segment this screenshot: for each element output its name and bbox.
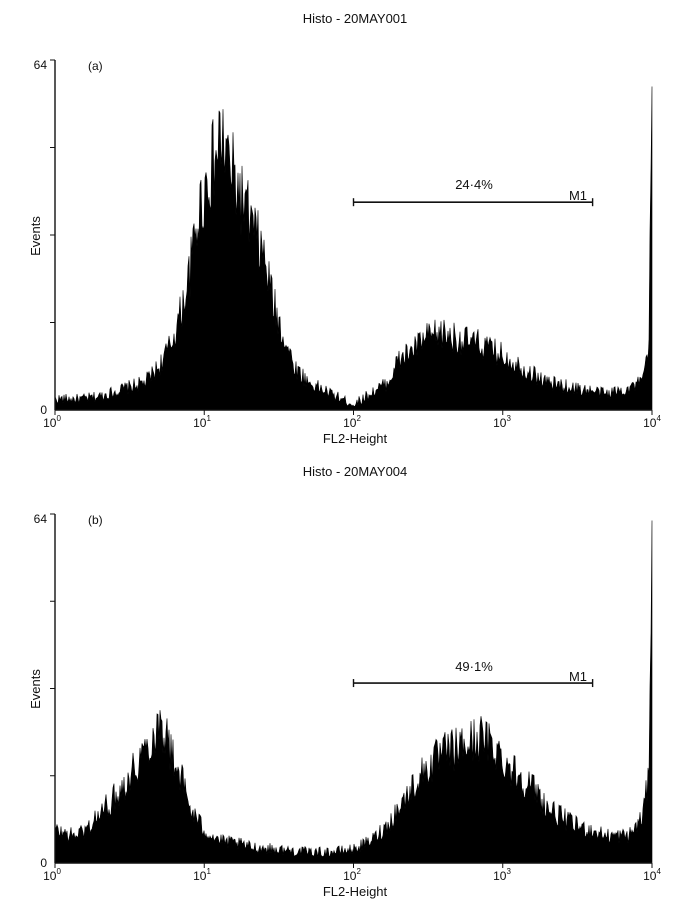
y-tick-label-bottom-a: 0: [40, 403, 47, 417]
histogram-area-b: [54, 520, 653, 864]
y-tick-label-bottom-b: 0: [40, 856, 47, 870]
chart-marks: [50, 59, 653, 868]
y-axis-label-a: Events: [28, 216, 43, 256]
x-ticks-a: 100 101 102 103 104: [43, 414, 661, 430]
y-tick-label-top-b: 64: [34, 512, 48, 526]
marker-percent-a: 24·4%: [455, 177, 493, 192]
x-tick-label-a-4: 104: [643, 414, 661, 430]
x-tick-label-b-1: 101: [193, 867, 211, 883]
chart-title-a: Histo - 20MAY001: [303, 11, 408, 26]
x-tick-label-a-0: 100: [43, 414, 61, 430]
panel-a: Histo - 20MAY001 (a) 64 0 Events FL2-Hei…: [28, 11, 661, 446]
x-axis-label-a: FL2-Height: [323, 431, 388, 446]
marker-label-b: M1: [569, 669, 587, 684]
y-axis-label-b: Events: [28, 669, 43, 709]
histogram-area-a: [54, 86, 653, 411]
chart-title-b: Histo - 20MAY004: [303, 464, 408, 479]
x-tick-label-a-1: 101: [193, 414, 211, 430]
panel-label-b: (b): [88, 513, 103, 527]
x-tick-label-b-3: 103: [493, 867, 511, 883]
x-tick-label-b-0: 100: [43, 867, 61, 883]
x-tick-label-b-2: 102: [343, 867, 361, 883]
x-tick-label-a-2: 102: [343, 414, 361, 430]
x-tick-label-a-3: 103: [493, 414, 511, 430]
y-tick-label-top-a: 64: [34, 58, 48, 72]
x-tick-label-b-4: 104: [643, 867, 661, 883]
x-axis-label-b: FL2-Height: [323, 884, 388, 899]
panel-b: Histo - 20MAY004 (b) 64 0 Events FL2-Hei…: [28, 464, 661, 899]
marker-label-a: M1: [569, 188, 587, 203]
x-ticks-b: 100 101 102 103 104: [43, 867, 661, 883]
marker-percent-b: 49·1%: [455, 659, 493, 674]
panel-label-a: (a): [88, 59, 103, 73]
